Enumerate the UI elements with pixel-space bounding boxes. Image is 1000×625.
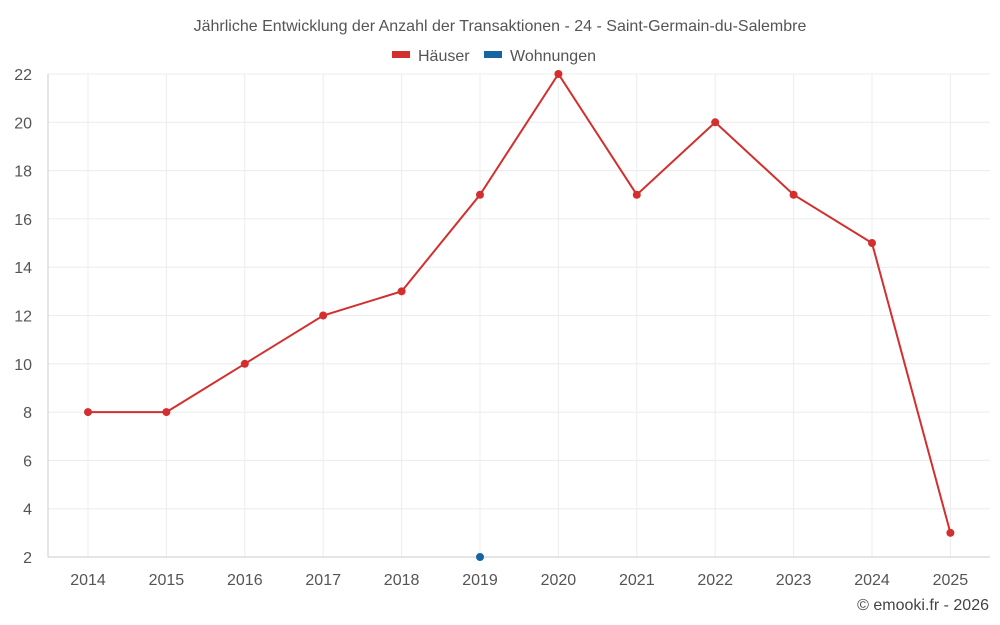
data-point-haeuser[interactable] [789, 190, 798, 199]
y-tick-label: 8 [23, 405, 32, 422]
y-tick-label: 16 [14, 212, 32, 229]
y-tick-label: 4 [23, 502, 32, 519]
legend[interactable]: Häuser Wohnungen [392, 48, 596, 65]
y-axis: 2 4 6 8 10 12 14 16 18 20 22 [14, 67, 32, 567]
x-tick-label: 2025 [933, 572, 969, 589]
data-point-wohnungen[interactable] [476, 553, 484, 561]
data-point-haeuser[interactable] [397, 287, 406, 296]
y-tick-label: 20 [14, 115, 32, 132]
legend-swatch-haeuser[interactable] [392, 51, 410, 58]
data-point-haeuser[interactable] [632, 190, 641, 199]
y-tick-label: 6 [23, 453, 32, 470]
x-tick-label: 2014 [70, 572, 106, 589]
x-axis: 2014 2015 2016 2017 2018 2019 2020 2021 2022 2023… [70, 572, 968, 589]
y-tick-label: 14 [14, 260, 32, 277]
series [84, 70, 955, 561]
series-line-haeuser [88, 72, 952, 534]
grid [47, 73, 990, 558]
data-point-haeuser[interactable] [711, 118, 720, 127]
credit-text: © emooki.fr - 2026 [857, 597, 989, 614]
data-point-haeuser[interactable] [240, 359, 249, 368]
x-tick-label: 2016 [227, 572, 263, 589]
x-tick-label: 2015 [149, 572, 185, 589]
x-tick-label: 2018 [384, 572, 420, 589]
y-tick-label: 10 [14, 357, 32, 374]
x-tick-label: 2024 [854, 572, 890, 589]
x-tick-label: 2022 [697, 572, 733, 589]
y-tick-label: 22 [14, 67, 32, 84]
data-point-haeuser[interactable] [162, 408, 171, 417]
x-tick-label: 2017 [305, 572, 341, 589]
legend-swatch-wohnungen[interactable] [484, 51, 502, 58]
y-tick-label: 18 [14, 164, 32, 181]
x-tick-label: 2019 [462, 572, 498, 589]
legend-label-wohnungen[interactable]: Wohnungen [510, 48, 596, 65]
y-tick-label: 2 [23, 550, 32, 567]
data-point-haeuser[interactable] [868, 239, 876, 248]
x-tick-label: 2021 [619, 572, 655, 589]
data-point-haeuser[interactable] [319, 311, 328, 320]
data-point-haeuser[interactable] [946, 528, 955, 537]
legend-label-haeuser[interactable]: Häuser [418, 48, 470, 65]
x-tick-label: 2020 [541, 572, 577, 589]
y-tick-label: 12 [14, 309, 32, 326]
data-point-haeuser[interactable] [476, 190, 484, 199]
data-point-haeuser[interactable] [84, 408, 92, 417]
chart-title: Jährliche Entwicklung der Anzahl der Tra… [194, 18, 807, 35]
data-point-haeuser[interactable] [554, 70, 563, 78]
x-tick-label: 2023 [776, 572, 812, 589]
